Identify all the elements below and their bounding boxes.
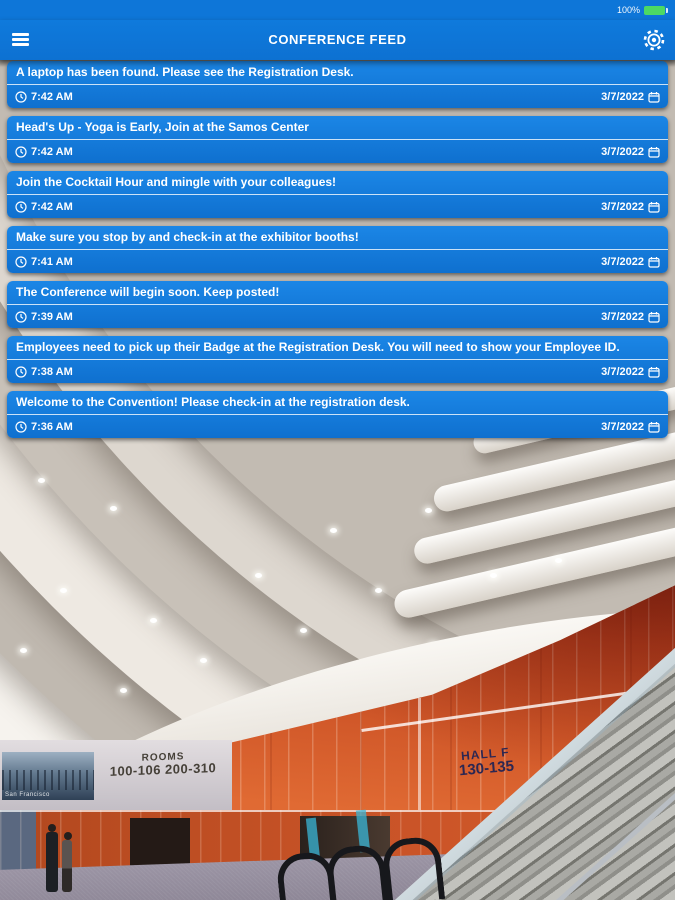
clock-icon: [15, 365, 27, 378]
ceiling-light: [425, 508, 432, 513]
clock-icon: [15, 420, 27, 433]
person-silhouette: [62, 832, 72, 892]
card-message: Join the Cocktail Hour and mingle with y…: [7, 171, 668, 195]
ceiling-light: [255, 573, 262, 578]
card-time: 7:42 AM: [31, 200, 73, 213]
menu-button[interactable]: [12, 33, 29, 46]
card-message: A laptop has been found. Please see the …: [7, 61, 668, 85]
feed-card[interactable]: Make sure you stop by and check-in at th…: [7, 226, 668, 273]
rooms-sign: ROOMS 100-106 200-310: [109, 751, 217, 779]
card-message: The Conference will begin soon. Keep pos…: [7, 281, 668, 305]
skyline-graphic: [2, 770, 94, 790]
corridor-wall: San Francisco ROOMS 100-106 200-310: [0, 740, 232, 810]
card-date: 3/7/2022: [601, 255, 644, 268]
card-time: 7:42 AM: [31, 90, 73, 103]
calendar-icon: [648, 201, 660, 213]
clock-icon: [15, 145, 27, 158]
ceiling-light: [150, 618, 157, 623]
feed-card[interactable]: Join the Cocktail Hour and mingle with y…: [7, 171, 668, 218]
calendar-icon: [648, 91, 660, 103]
card-time: 7:39 AM: [31, 310, 73, 323]
battery-icon: [644, 5, 668, 15]
ceiling-light: [110, 506, 117, 511]
feed-card[interactable]: Head's Up - Yoga is Early, Join at the S…: [7, 116, 668, 163]
page-title: CONFERENCE FEED: [268, 32, 407, 47]
clock-icon: [15, 90, 27, 103]
card-message: Make sure you stop by and check-in at th…: [7, 226, 668, 250]
feed-card[interactable]: Employees need to pick up their Badge at…: [7, 336, 668, 383]
wall-trim: [418, 698, 421, 898]
card-date: 3/7/2022: [601, 420, 644, 433]
card-date: 3/7/2022: [601, 90, 644, 103]
feed-list: A laptop has been found. Please see the …: [7, 61, 668, 446]
ceiling-light: [20, 648, 27, 653]
feed-card[interactable]: A laptop has been found. Please see the …: [7, 61, 668, 108]
city-mural: San Francisco: [2, 752, 94, 800]
clock-icon: [15, 200, 27, 213]
calendar-icon: [648, 256, 660, 268]
calendar-icon: [648, 421, 660, 433]
card-time: 7:36 AM: [31, 420, 73, 433]
calendar-icon: [648, 146, 660, 158]
card-message: Head's Up - Yoga is Early, Join at the S…: [7, 116, 668, 140]
ceiling-light: [490, 573, 497, 578]
card-time: 7:38 AM: [31, 365, 73, 378]
ceiling-light: [120, 688, 127, 693]
battery-percent: 100%: [616, 5, 640, 15]
calendar-icon: [648, 366, 660, 378]
settings-button[interactable]: [642, 28, 666, 52]
card-message: Welcome to the Convention! Please check-…: [7, 391, 668, 415]
card-time: 7:41 AM: [31, 255, 73, 268]
status-bar: 100%: [0, 0, 675, 20]
ceiling-light: [200, 658, 207, 663]
card-time: 7:42 AM: [31, 145, 73, 158]
gear-icon: [643, 29, 665, 51]
header-bar: CONFERENCE FEED: [0, 20, 675, 60]
card-date: 3/7/2022: [601, 200, 644, 213]
card-date: 3/7/2022: [601, 310, 644, 323]
ceiling-light: [300, 628, 307, 633]
calendar-icon: [648, 311, 660, 323]
card-date: 3/7/2022: [601, 145, 644, 158]
card-date: 3/7/2022: [601, 365, 644, 378]
person-silhouette: [46, 824, 58, 892]
ceiling-light: [555, 558, 562, 563]
mural-caption: San Francisco: [5, 792, 50, 798]
feed-card[interactable]: Welcome to the Convention! Please check-…: [7, 391, 668, 438]
ceiling-light: [60, 588, 67, 593]
clock-icon: [15, 310, 27, 323]
card-message: Employees need to pick up their Badge at…: [7, 336, 668, 360]
clock-icon: [15, 255, 27, 268]
feed-card[interactable]: The Conference will begin soon. Keep pos…: [7, 281, 668, 328]
ceiling-light: [38, 478, 45, 483]
ceiling-light: [330, 528, 337, 533]
ceiling-light: [375, 588, 382, 593]
